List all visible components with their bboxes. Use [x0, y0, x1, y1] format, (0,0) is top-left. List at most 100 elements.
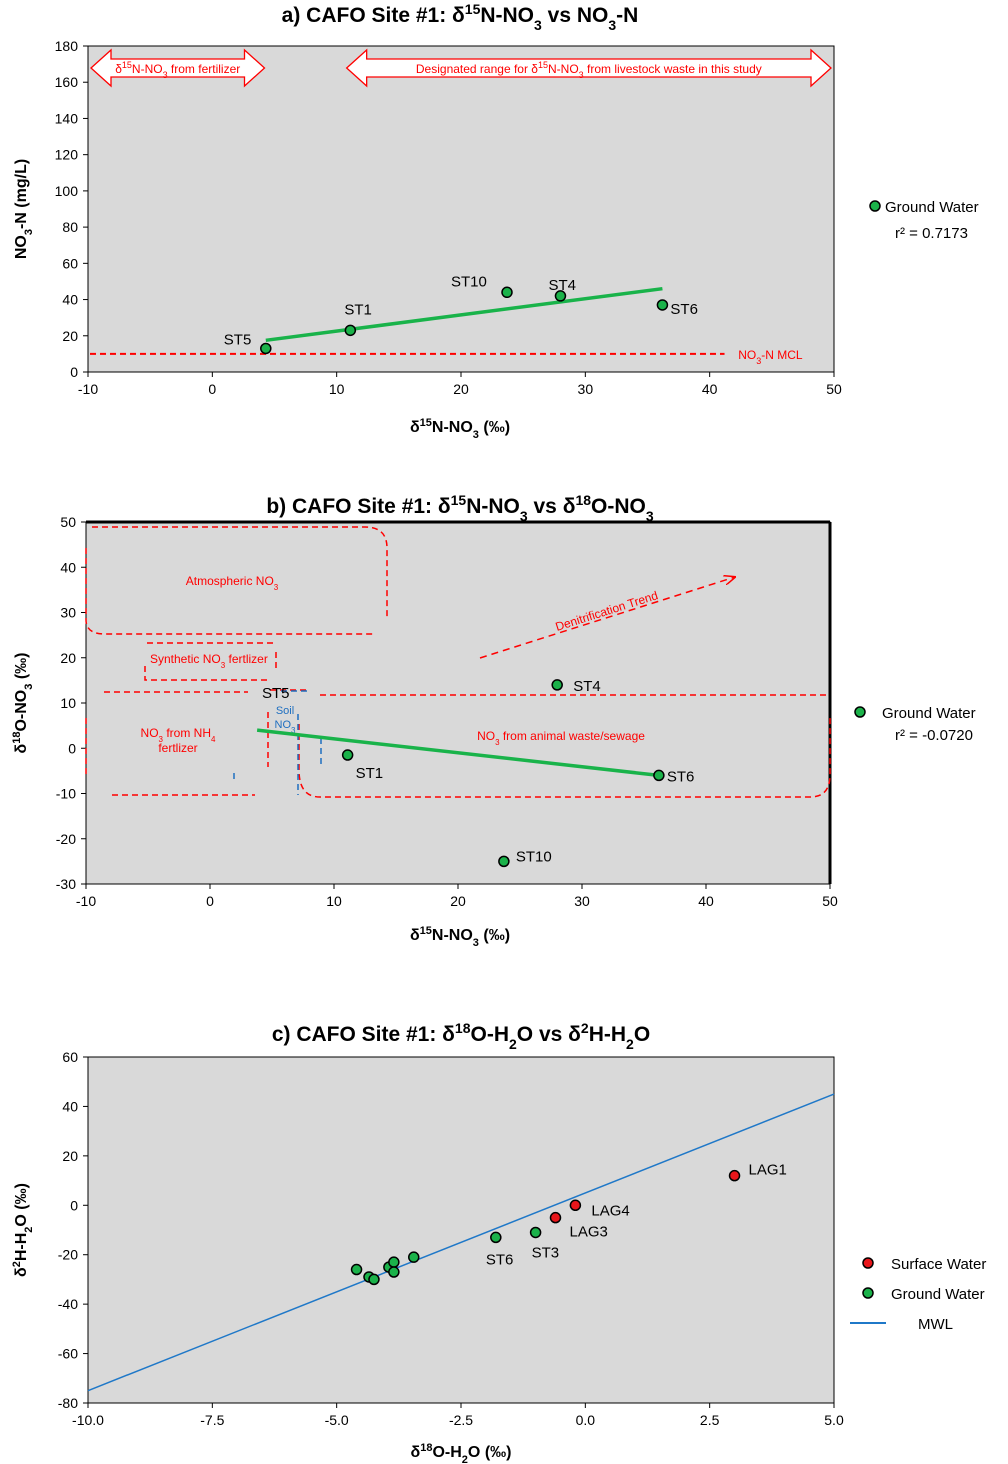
- chart-b-label-st10: ST10: [516, 848, 552, 865]
- legend-ground-water-marker: [854, 706, 866, 718]
- chart-a-y-tick-label: 20: [62, 328, 78, 344]
- chart-b-x-tick-label: 40: [698, 893, 714, 909]
- chart-a-y-tick-label: 160: [55, 74, 79, 90]
- chart-b-r2: r² = -0.0720: [895, 727, 973, 744]
- chart-c-point-gw-2: [350, 1263, 363, 1276]
- legend-ground-water-marker: [862, 1287, 874, 1299]
- chart-c: c) CAFO Site #1: δ18O-H2O vs δ2H-H2O -10…: [11, 1020, 986, 1464]
- chart-b-x-tick-label: 30: [574, 893, 590, 909]
- chart-b-label-st6: ST6: [667, 768, 695, 785]
- chart-a-y-tick-label: 180: [55, 38, 79, 54]
- chart-b-y-tick-label: 50: [60, 514, 76, 530]
- legend-surface-water-label: Surface Water: [891, 1256, 986, 1273]
- chart-b-label-st5: ST5: [262, 685, 290, 702]
- soil-no3-label-line2: NO3: [275, 719, 297, 735]
- chart-c-label-lag4: LAG4: [591, 1202, 629, 1219]
- chart-c-y-tick-label: -60: [58, 1346, 78, 1362]
- chart-b-x-axis-title: δ15N-NO3 (‰): [410, 925, 510, 949]
- chart-b-legend: Ground Water r² = -0.0720: [854, 705, 976, 744]
- chart-a-point-st6: [656, 299, 669, 311]
- chart-a-fertilizer-range-arrow: δ15N-NO3 from fertilizer: [90, 48, 266, 88]
- chart-c-y-axis-title: δ2H-H2O (‰): [11, 1183, 35, 1277]
- chart-b-y-axis-title: δ18O-NO3 (‰): [11, 653, 35, 754]
- chart-c-y-tick-label: -20: [58, 1247, 78, 1263]
- chart-c-x-axis-title: δ18O-H2O (‰): [411, 1442, 512, 1464]
- chart-a-y-tick-label: 120: [55, 147, 79, 163]
- legend-ground-water-label: Ground Water: [885, 199, 979, 216]
- chart-a-plot-area: [87, 45, 835, 373]
- chart-a-trendline: [265, 286, 663, 343]
- chart-a-title: a) CAFO Site #1: δ15N-NO3 vs NO3-N: [282, 1, 639, 33]
- synthetic-no3-label: Synthetic NO3 fertlizer: [150, 652, 268, 670]
- chart-c-y-tick-label: -40: [58, 1296, 78, 1312]
- nh4-fertilizer-label-line2: fertlizer: [158, 741, 197, 755]
- chart-a-legend: Ground Water r² = 0.7173: [869, 199, 979, 242]
- chart-c-point-gw-8: [408, 1251, 420, 1263]
- chart-a-x-tick-label: 0: [208, 381, 216, 397]
- chart-b-trendline: [256, 728, 660, 778]
- chart-c-point-st6: [490, 1231, 502, 1244]
- livestock-range-label: Designated range for δ15N-NO3 from lives…: [416, 60, 762, 80]
- chart-c-point-gw-4: [368, 1273, 380, 1286]
- chart-c-x-tick-label: -10.0: [72, 1412, 104, 1428]
- chart-b-point-st10: [498, 855, 510, 868]
- chart-b-point-st1: [341, 749, 354, 761]
- chart-b-point-st6: [653, 769, 665, 782]
- chart-c-y-tick-label: 20: [62, 1148, 78, 1164]
- chart-c-plot-area: [87, 1056, 835, 1404]
- nh4-fertilizer-label-line1: NO3 from NH4: [141, 726, 216, 744]
- legend-mwl-label: MWL: [918, 1316, 953, 1333]
- chart-c-x-tick-label: -2.5: [449, 1412, 473, 1428]
- chart-c-label-st3: ST3: [532, 1244, 560, 1261]
- fertilizer-range-label: δ15N-NO3 from fertilizer: [115, 60, 240, 80]
- chart-b-x-tick-label: -10: [76, 893, 96, 909]
- chart-a-r2: r² = 0.7173: [895, 225, 968, 242]
- atmospheric-no3-label: Atmospheric NO3: [186, 574, 279, 592]
- chart-b-x-tick-label: 50: [822, 893, 838, 909]
- chart-a-y-tick-label: 80: [62, 219, 78, 235]
- chart-c-mwl-line: [87, 1093, 835, 1392]
- atmospheric-no3-box: [92, 526, 388, 620]
- chart-c-point-gw-7: [388, 1266, 400, 1278]
- chart-b-y-tick-label: -10: [56, 786, 76, 802]
- chart-c-title: c) CAFO Site #1: δ18O-H2O vs δ2H-H2O: [272, 1020, 650, 1052]
- chart-a-x-tick-label: 20: [453, 381, 469, 397]
- chart-a-y-axis-title: NO3-N (mg/L): [13, 159, 35, 259]
- chart-a-label-st4: ST4: [548, 277, 576, 294]
- chart-c-y-tick-label: 60: [62, 1049, 78, 1065]
- soil-no3-label-line1: Soil: [276, 705, 294, 717]
- chart-c-point-st3: [529, 1226, 542, 1239]
- chart-a-label-st5: ST5: [224, 331, 252, 348]
- chart-a-point-st4: [554, 290, 567, 302]
- chart-c-label-lag1: LAG1: [749, 1162, 787, 1179]
- chart-b-y-tick-label: -30: [56, 876, 76, 892]
- chart-a-point-st5: [260, 342, 272, 355]
- chart-c-point-lag3: [549, 1211, 562, 1224]
- chart-a-y-tick-label: 100: [55, 183, 79, 199]
- chart-c-x-tick-label: 2.5: [700, 1412, 720, 1428]
- chart-a-x-axis-title: δ15N-NO3 (‰): [410, 417, 510, 441]
- chart-b-y-tick-label: 20: [60, 650, 76, 666]
- chart-c-x-tick-label: -5.0: [325, 1412, 349, 1428]
- chart-c-point-lag1: [728, 1169, 741, 1182]
- chart-b-label-st4: ST4: [573, 678, 601, 695]
- chart-b-y-tick-label: 10: [60, 695, 76, 711]
- synthetic-no3-box: [144, 642, 277, 681]
- chart-a-x-tick-label: 30: [578, 381, 594, 397]
- chart-a-label-st6: ST6: [670, 301, 698, 318]
- chart-a-y-tick-label: 60: [62, 255, 78, 271]
- chart-a-x-tick-label: -10: [78, 381, 98, 397]
- legend-ground-water-label: Ground Water: [891, 1286, 985, 1303]
- chart-c-label-st6: ST6: [486, 1251, 514, 1268]
- chart-a-y-tick-label: 140: [55, 110, 79, 126]
- legend-ground-water-marker: [869, 200, 881, 212]
- chart-a-livestock-range-arrow: Designated range for δ15N-NO3 from lives…: [345, 48, 832, 88]
- chart-c-x-tick-label: -7.5: [200, 1412, 224, 1428]
- chart-b-y-tick-label: 40: [60, 559, 76, 575]
- chart-b-x-tick-label: 10: [326, 893, 342, 909]
- legend-surface-water-marker: [862, 1257, 874, 1269]
- chart-c-y-tick-label: 0: [70, 1197, 78, 1213]
- chart-b-x-tick-label: 0: [206, 893, 214, 909]
- chart-a-x-tick-label: 50: [826, 381, 842, 397]
